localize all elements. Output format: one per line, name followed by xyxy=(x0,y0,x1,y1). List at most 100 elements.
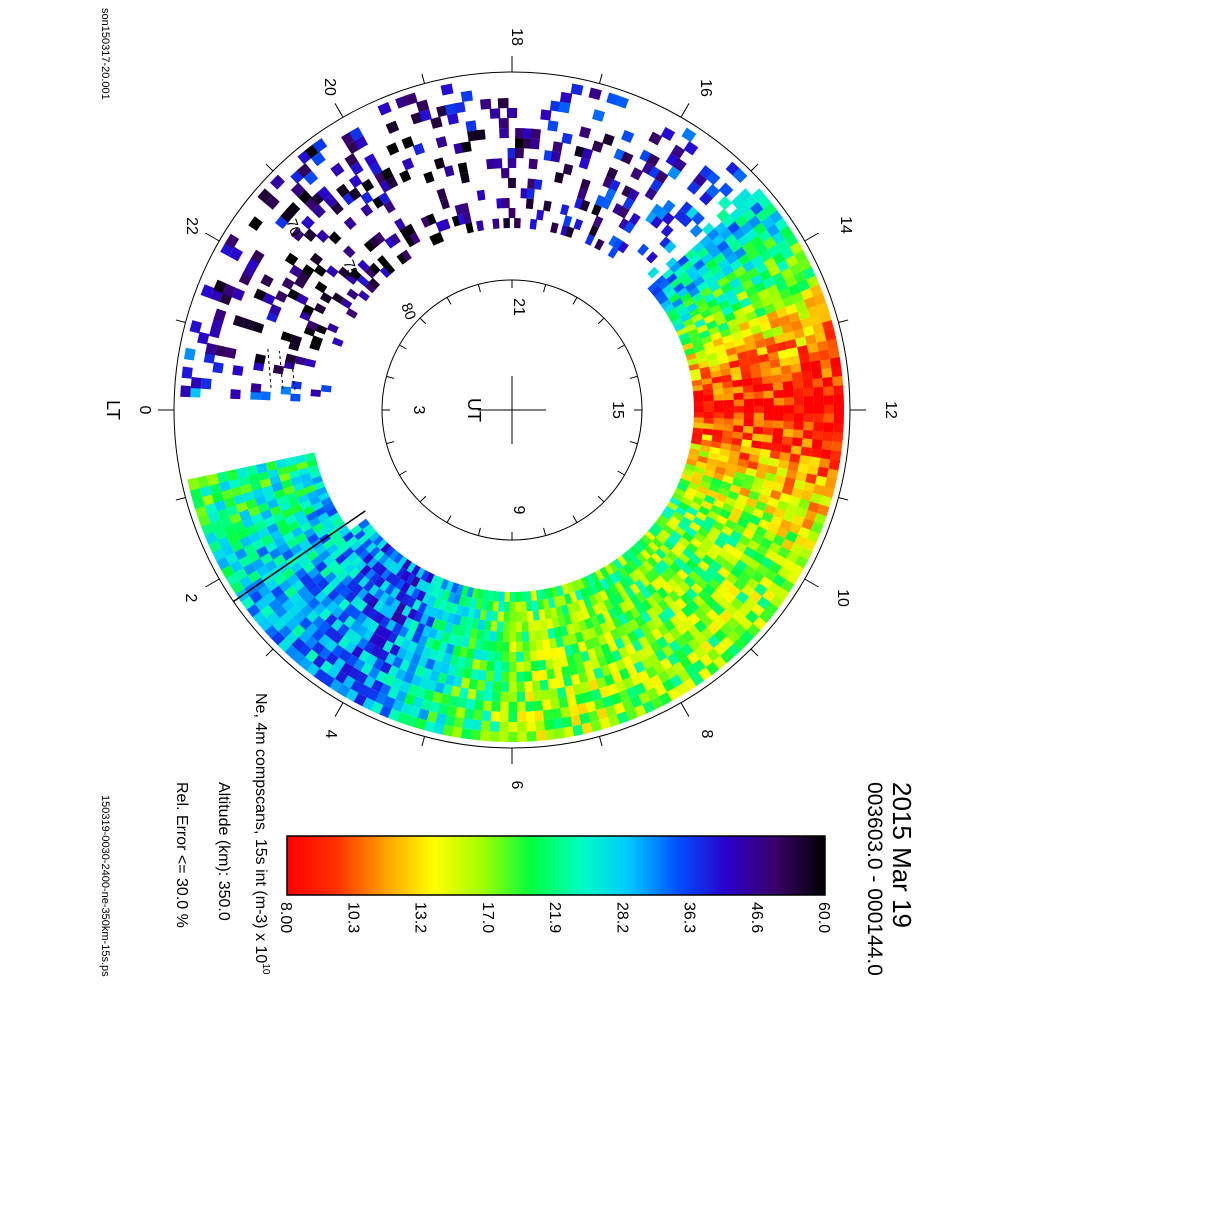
density-cell xyxy=(641,560,654,573)
density-cell xyxy=(501,631,510,642)
density-cell xyxy=(205,342,218,356)
density-cell xyxy=(395,566,407,579)
density-cell xyxy=(607,246,619,259)
density-cell xyxy=(548,698,561,710)
density-cell xyxy=(687,481,700,492)
density-cell xyxy=(741,371,753,381)
density-cell xyxy=(254,353,266,365)
density-cell xyxy=(297,270,311,283)
density-cell xyxy=(268,303,282,316)
density-cell xyxy=(431,596,442,609)
density-cell xyxy=(181,366,193,379)
density-cell xyxy=(272,364,285,375)
density-cell xyxy=(389,574,401,588)
density-cell xyxy=(705,258,719,272)
density-cell xyxy=(793,404,804,416)
density-cell xyxy=(576,188,588,201)
density-cell xyxy=(424,583,436,596)
density-cell xyxy=(802,429,814,441)
density-cell xyxy=(366,607,379,621)
density-cell xyxy=(334,552,347,565)
density-cell xyxy=(693,532,706,545)
density-cell xyxy=(779,357,791,369)
ut-tick-mark xyxy=(419,495,427,503)
density-cell xyxy=(622,563,634,576)
density-cell xyxy=(638,575,651,589)
density-cell xyxy=(379,627,392,641)
density-cell xyxy=(669,261,683,274)
density-cell xyxy=(490,691,501,702)
density-cell xyxy=(373,575,386,589)
density-cell xyxy=(644,583,657,597)
lt-label: LT xyxy=(103,400,123,420)
density-cell xyxy=(477,730,490,742)
density-cell xyxy=(357,533,370,545)
ut-tick-mark xyxy=(597,495,605,503)
density-cell xyxy=(713,412,724,420)
density-cell xyxy=(360,615,374,629)
density-cell xyxy=(681,127,697,143)
density-cell xyxy=(693,417,704,425)
density-cell xyxy=(602,598,614,611)
density-cell xyxy=(336,609,350,624)
density-cell xyxy=(661,555,674,568)
density-cell xyxy=(354,599,368,613)
density-cell xyxy=(491,671,502,682)
chart-title: 2015 Mar 19 xyxy=(887,782,917,928)
density-cell xyxy=(465,688,477,700)
density-cell xyxy=(415,589,426,602)
density-cell xyxy=(533,630,543,641)
density-cell xyxy=(492,661,502,672)
density-cell xyxy=(833,394,844,407)
density-cell xyxy=(581,147,594,160)
density-cell xyxy=(317,548,331,562)
density-cell xyxy=(763,398,774,408)
density-cell xyxy=(539,629,549,641)
density-cell xyxy=(700,500,713,512)
density-cell xyxy=(385,176,399,190)
density-cell xyxy=(422,603,433,616)
density-cell xyxy=(486,650,496,662)
density-cell xyxy=(520,621,529,632)
density-cell xyxy=(713,252,727,266)
density-cell xyxy=(790,445,802,457)
density-cell xyxy=(680,292,693,304)
density-cell xyxy=(729,566,743,580)
density-cell xyxy=(573,218,584,231)
density-cell xyxy=(662,524,675,537)
lt-tick-mark xyxy=(421,73,426,84)
density-cell xyxy=(635,552,647,565)
density-cell xyxy=(662,283,675,296)
density-cell xyxy=(826,338,839,352)
density-cell xyxy=(677,271,691,284)
density-cell xyxy=(389,610,402,623)
density-cell xyxy=(725,554,740,568)
density-cell xyxy=(783,389,794,400)
density-cell xyxy=(686,302,699,314)
density-cell xyxy=(666,501,679,512)
density-cell xyxy=(699,614,714,629)
density-cell xyxy=(328,231,342,245)
density-cell xyxy=(388,586,401,599)
colorbar-tick-label: 21.9 xyxy=(546,902,563,933)
density-cell xyxy=(525,600,533,612)
density-cell xyxy=(685,486,698,498)
density-cell xyxy=(465,222,474,234)
density-cell xyxy=(399,226,411,239)
ut-tick-mark xyxy=(446,515,452,523)
density-cell xyxy=(190,376,202,389)
density-cell xyxy=(831,441,843,454)
density-cell xyxy=(248,216,263,231)
density-cell xyxy=(357,575,370,588)
density-cell xyxy=(721,590,736,605)
density-cell xyxy=(694,297,708,309)
density-cell xyxy=(700,308,713,320)
density-cell xyxy=(813,413,824,425)
density-cell xyxy=(654,275,667,287)
density-cell xyxy=(732,379,743,389)
density-cell xyxy=(337,541,351,554)
density-cell xyxy=(482,690,493,702)
density-cell xyxy=(313,589,328,603)
density-cell xyxy=(636,538,649,550)
density-cell xyxy=(500,661,510,672)
